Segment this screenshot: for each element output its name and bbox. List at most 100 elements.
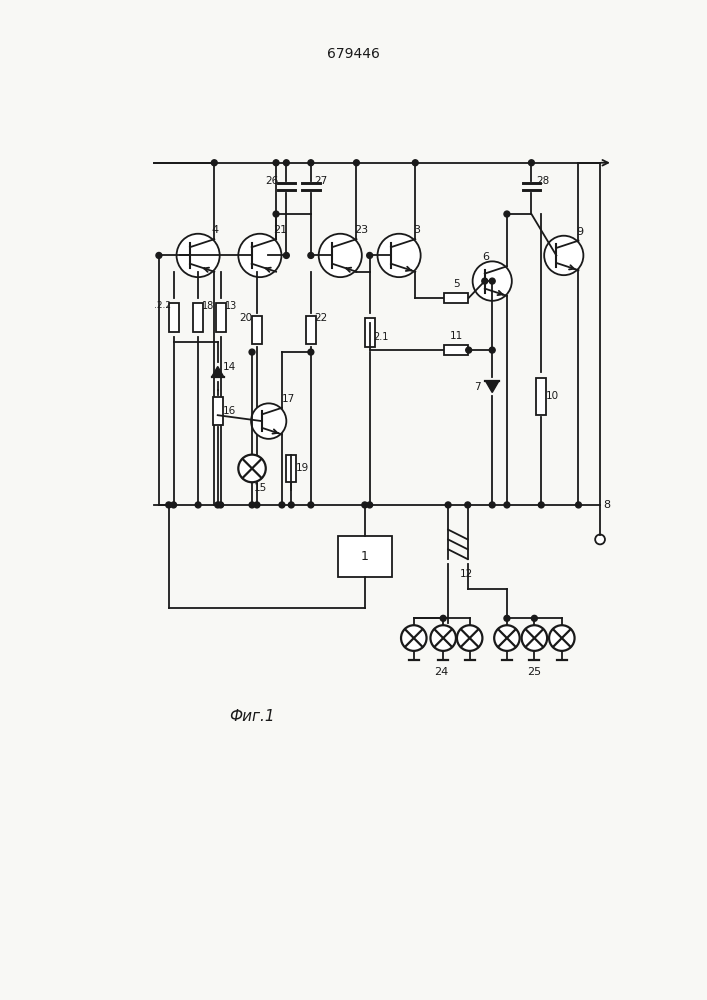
Circle shape: [431, 625, 456, 651]
Text: 5: 5: [453, 279, 460, 289]
Circle shape: [401, 625, 426, 651]
Circle shape: [489, 347, 495, 353]
Circle shape: [504, 502, 510, 508]
Circle shape: [544, 236, 583, 275]
Bar: [286, 455, 296, 482]
Circle shape: [489, 278, 495, 284]
Circle shape: [464, 502, 471, 508]
Text: .2.2: .2.2: [154, 301, 171, 310]
Circle shape: [489, 502, 495, 508]
Bar: [338, 536, 392, 577]
Circle shape: [308, 349, 314, 355]
Circle shape: [308, 160, 314, 166]
Text: 25: 25: [527, 667, 542, 677]
Text: 16: 16: [223, 406, 236, 416]
Circle shape: [362, 502, 368, 508]
Text: 2.1: 2.1: [373, 332, 389, 342]
Text: 7: 7: [474, 382, 481, 392]
Circle shape: [378, 234, 421, 277]
Text: 679446: 679446: [327, 47, 380, 61]
Circle shape: [215, 502, 221, 508]
Circle shape: [288, 502, 294, 508]
Bar: [365, 318, 375, 347]
Text: 27: 27: [314, 176, 327, 186]
Circle shape: [529, 160, 534, 166]
Bar: [252, 316, 262, 344]
Circle shape: [575, 502, 581, 508]
Bar: [537, 378, 546, 415]
Circle shape: [177, 234, 220, 277]
Bar: [306, 316, 316, 344]
Text: 6: 6: [482, 252, 489, 262]
Text: 20: 20: [239, 313, 252, 323]
Circle shape: [156, 252, 162, 258]
Circle shape: [238, 455, 266, 482]
Circle shape: [532, 615, 537, 621]
Bar: [193, 303, 203, 332]
Bar: [444, 345, 468, 355]
Circle shape: [457, 625, 482, 651]
Text: Фиг.1: Фиг.1: [229, 709, 275, 724]
Bar: [216, 303, 226, 332]
Circle shape: [218, 502, 223, 508]
Text: 21: 21: [274, 225, 288, 235]
Circle shape: [279, 502, 285, 508]
Circle shape: [284, 160, 289, 166]
Circle shape: [254, 502, 260, 508]
Bar: [213, 397, 223, 425]
Text: 8: 8: [603, 500, 610, 510]
Polygon shape: [486, 381, 499, 393]
Text: 4: 4: [212, 225, 219, 235]
Circle shape: [238, 234, 281, 277]
Text: 10: 10: [546, 391, 559, 401]
Text: 3: 3: [413, 225, 420, 235]
Text: 22: 22: [314, 313, 327, 323]
Circle shape: [367, 502, 373, 508]
Circle shape: [538, 502, 544, 508]
Polygon shape: [211, 366, 224, 377]
Circle shape: [367, 252, 373, 258]
Circle shape: [249, 349, 255, 355]
Text: 28: 28: [537, 176, 549, 186]
Circle shape: [472, 261, 512, 301]
Text: 17: 17: [281, 394, 295, 404]
Circle shape: [273, 211, 279, 217]
Text: 15: 15: [254, 483, 267, 493]
Text: 18: 18: [202, 301, 214, 311]
Circle shape: [466, 347, 472, 353]
Circle shape: [504, 211, 510, 217]
Circle shape: [170, 502, 177, 508]
Circle shape: [165, 502, 172, 508]
Circle shape: [308, 502, 314, 508]
Circle shape: [440, 615, 446, 621]
Circle shape: [308, 252, 314, 258]
Circle shape: [595, 535, 605, 544]
Text: 13: 13: [225, 301, 237, 311]
Circle shape: [482, 278, 488, 284]
Text: 1: 1: [361, 550, 369, 563]
Circle shape: [211, 160, 217, 166]
Text: 24: 24: [435, 667, 449, 677]
Text: 19: 19: [296, 463, 310, 473]
Bar: [169, 303, 178, 332]
Circle shape: [195, 502, 201, 508]
Text: 23: 23: [354, 225, 368, 235]
Circle shape: [504, 615, 510, 621]
Text: 11: 11: [450, 331, 463, 341]
Circle shape: [319, 234, 362, 277]
Circle shape: [251, 403, 286, 439]
Text: 12: 12: [460, 569, 473, 579]
Circle shape: [445, 502, 451, 508]
Circle shape: [249, 502, 255, 508]
Bar: [444, 293, 468, 303]
Text: 9: 9: [576, 227, 584, 237]
Circle shape: [412, 160, 419, 166]
Circle shape: [284, 252, 289, 258]
Text: 26: 26: [265, 176, 278, 186]
Circle shape: [273, 160, 279, 166]
Circle shape: [494, 625, 520, 651]
Circle shape: [354, 160, 359, 166]
Circle shape: [522, 625, 547, 651]
Text: 14: 14: [223, 362, 236, 372]
Circle shape: [549, 625, 575, 651]
